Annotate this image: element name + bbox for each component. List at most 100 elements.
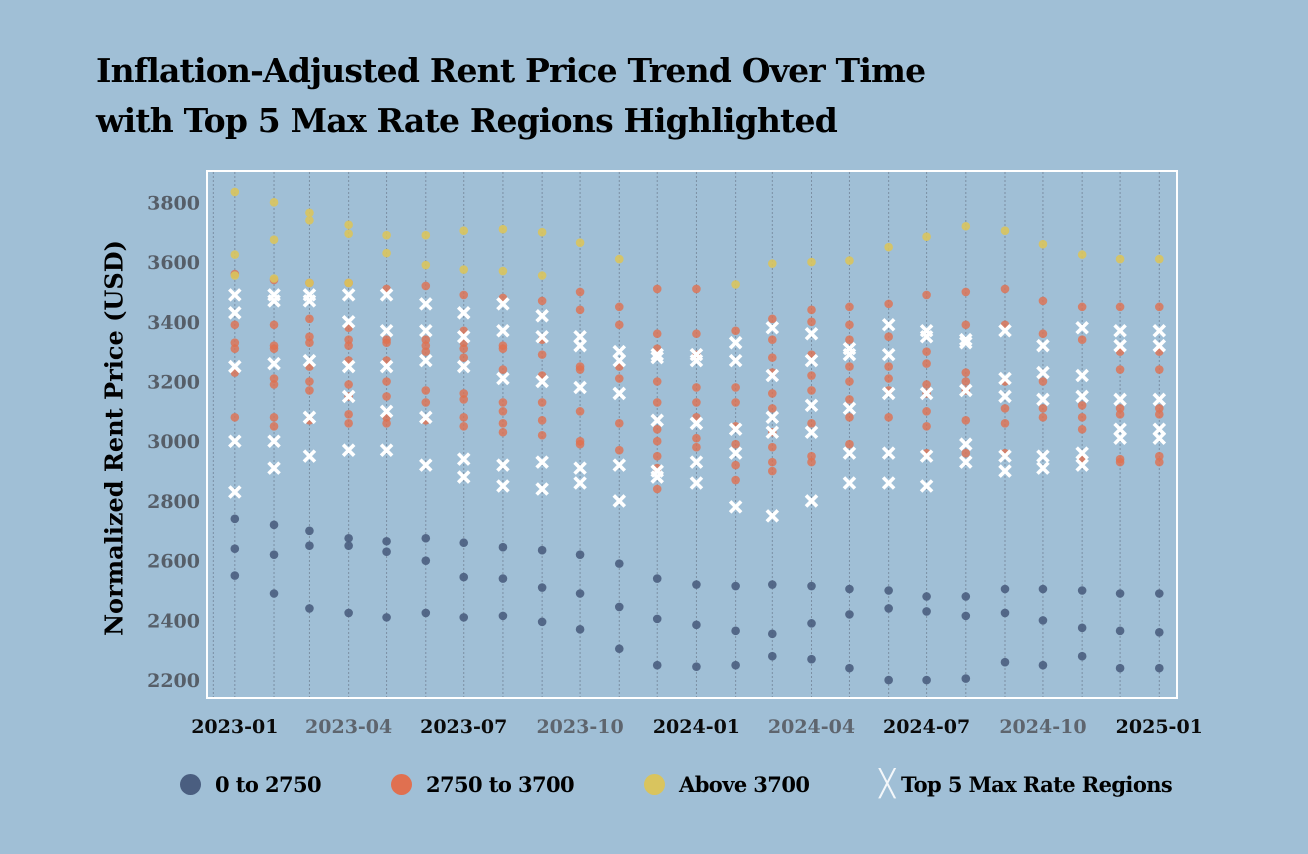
mid-range-point <box>230 344 240 353</box>
mid-range-point <box>1115 410 1125 419</box>
top5-x-marker <box>573 380 587 395</box>
top5-x-marker <box>998 389 1012 404</box>
mid-range-point <box>807 386 816 395</box>
y-tick-label: 3200 <box>147 372 200 394</box>
low-range-point <box>1038 584 1048 594</box>
top5-x-marker <box>573 476 587 490</box>
low-range-point <box>768 580 777 589</box>
top5-x-marker <box>1036 365 1050 380</box>
top5-x-marker <box>998 323 1012 338</box>
x-tick-label: 2023-04 <box>305 716 392 738</box>
top5-x-marker <box>456 470 471 484</box>
high-range-point <box>269 235 279 244</box>
top5-x-marker <box>728 335 743 350</box>
mid-range-point <box>459 395 469 404</box>
low-range-point <box>807 619 816 628</box>
top5-x-marker <box>341 443 356 457</box>
mid-range-point <box>575 407 585 416</box>
low-range-point <box>884 586 893 595</box>
mid-range-point <box>1000 419 1010 428</box>
low-range-point <box>845 663 854 673</box>
legend-item-high: Above 3700 <box>644 772 810 797</box>
low-range-point <box>575 589 585 598</box>
low-range-point <box>768 651 777 661</box>
low-range-point <box>731 660 740 670</box>
top5-x-marker <box>341 288 356 302</box>
mid-range-point <box>652 436 662 446</box>
mid-range-point <box>884 299 893 309</box>
top5-x-marker <box>419 353 433 368</box>
mid-range-point <box>1115 365 1125 374</box>
mid-range-point <box>692 442 701 452</box>
mid-range-point <box>922 407 931 416</box>
mid-range-point <box>614 374 624 383</box>
top5-x-marker <box>419 323 433 338</box>
top5-x-marker <box>341 315 356 329</box>
mid-range-point <box>652 398 662 407</box>
top5-x-marker <box>842 401 857 416</box>
y-tick-label: 3400 <box>147 312 200 334</box>
top5-x-marker <box>302 294 317 308</box>
mid-range-point <box>845 362 854 371</box>
top5-x-marker <box>456 306 471 320</box>
mid-range-point <box>807 371 816 380</box>
x-marker-icon: ╳ <box>879 769 895 799</box>
low-range-point <box>230 571 240 580</box>
low-range-point <box>961 592 971 601</box>
mid-range-point <box>1154 457 1164 467</box>
mid-range-point <box>230 338 240 347</box>
top5-x-marker <box>959 437 973 451</box>
low-range-point <box>807 581 816 591</box>
mid-range-point <box>1154 302 1164 312</box>
low-range-point <box>230 514 240 524</box>
top5-x-marker <box>998 449 1012 463</box>
mid-range-point <box>652 329 662 339</box>
low-range-point <box>1000 608 1010 618</box>
chart-title-line-1: Inflation-Adjusted Rent Price Trend Over… <box>96 51 926 90</box>
top5-x-marker <box>765 410 780 425</box>
mid-range-point <box>459 421 469 431</box>
top5-x-marker <box>535 455 549 469</box>
top5-x-marker <box>267 356 281 371</box>
top5-x-marker <box>535 309 549 323</box>
mid-range-point <box>961 416 971 425</box>
top5-x-marker <box>456 452 471 466</box>
mid-range-point <box>692 433 701 443</box>
top5-x-marker <box>650 413 664 428</box>
y-tick-label: 3600 <box>147 252 200 274</box>
high-range-point <box>1000 226 1010 236</box>
top5-x-marker <box>302 353 317 368</box>
chart-title-line-2: with Top 5 Max Rate Regions Highlighted <box>96 101 838 140</box>
top5-x-marker <box>612 353 627 368</box>
top5-x-marker <box>1075 320 1089 335</box>
mid-range-point <box>269 413 279 422</box>
top5-x-marker <box>496 458 510 472</box>
top5-x-marker <box>419 297 433 311</box>
top5-x-marker <box>1113 338 1127 353</box>
high-range-point <box>1077 250 1087 259</box>
top5-x-marker <box>419 458 433 472</box>
mid-range-point <box>961 448 971 458</box>
top5-x-marker <box>267 434 281 448</box>
low-range-point <box>614 559 624 568</box>
mid-range-point <box>731 383 740 392</box>
mid-range-point <box>344 410 353 419</box>
mid-range-point <box>768 335 777 344</box>
low-range-point <box>845 584 854 594</box>
high-range-point <box>537 227 547 237</box>
low-range-point <box>1000 657 1010 667</box>
low-range-point <box>459 572 469 582</box>
low-range-point <box>884 604 893 613</box>
top5-x-marker <box>919 386 934 401</box>
mid-range-point <box>807 457 816 467</box>
high-range-point <box>807 257 816 267</box>
x-tick-label: 2025-01 <box>1116 716 1203 738</box>
low-range-point <box>459 538 469 548</box>
low-range-point <box>692 662 701 671</box>
top5-x-marker <box>650 350 664 365</box>
mid-range-point <box>845 377 854 386</box>
mid-range-point <box>537 416 547 425</box>
mid-range-point <box>537 350 547 359</box>
mid-range-point <box>498 407 508 416</box>
